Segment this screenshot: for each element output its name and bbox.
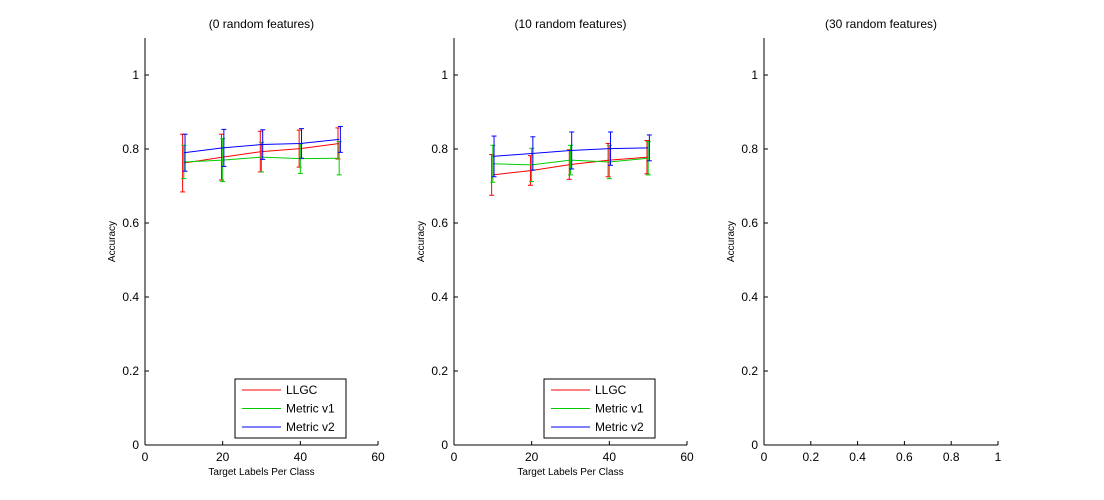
legend-label: Metric v1 [286,402,335,416]
legend-label: LLGC [286,383,318,397]
y-tick-label: 0.4 [122,290,139,304]
y-tick-label: 0.2 [122,364,139,378]
legend-label: Metric v2 [286,420,335,434]
y-tick-label: 0.6 [122,216,139,230]
y-tick-label: 0 [751,438,758,452]
x-tick-label: 0 [142,450,149,464]
x-tick-label: 0.8 [943,450,960,464]
y-tick-label: 1 [751,68,758,82]
series-metric-v2 [182,125,343,172]
x-tick-label: 0 [761,450,768,464]
legend: LLGC Metric v1 Metric v2 [543,378,656,439]
legend-label: LLGC [595,383,627,397]
legend-label: Metric v1 [595,402,644,416]
y-tick-label: 1 [132,68,139,82]
chart-panel-1: 0 0.2 0.4 0.6 0.8 1 0 20 40 60 (0 random features)… [107,17,385,478]
y-tick-label: 0.8 [431,142,448,156]
y-tick-label: 0.8 [122,142,139,156]
legend: LLGC Metric v1 Metric v2 [234,378,347,439]
y-tick-label: 0.2 [431,364,448,378]
x-axis-label: Target Labels Per Class [208,467,314,478]
y-axis-label: Accuracy [107,221,118,262]
x-tick-label: 60 [680,450,694,464]
chart-title: (30 random features) [825,17,937,31]
series-llgc [180,127,341,193]
x-tick-label: 0.2 [802,450,819,464]
y-tick-label: 0.6 [741,216,758,230]
x-tick-label: 40 [294,450,308,464]
y-tick-label: 0 [132,438,139,452]
y-tick-label: 0.8 [741,142,758,156]
y-tick-label: 0.2 [741,364,758,378]
x-axis-label: Target Labels Per Class [517,467,623,478]
y-axis-label: Accuracy [416,221,427,262]
y-tick-label: 0.4 [741,290,758,304]
series-metric-v1 [181,138,342,183]
x-tick-label: 40 [603,450,617,464]
x-tick-label: 60 [371,450,385,464]
x-tick-label: 0.4 [849,450,866,464]
y-tick-label: 0.6 [431,216,448,230]
series-metric-v2 [491,131,652,178]
y-axis-label: Accuracy [726,221,737,262]
y-tick-label: 0 [441,438,448,452]
x-tick-label: 0.6 [896,450,913,464]
chart-panel-2: 0 0.2 0.4 0.6 0.8 1 0 20 40 60 (10 random features… [416,17,694,478]
x-tick-label: 0 [451,450,458,464]
chart-title: (10 random features) [514,17,626,31]
chart-title: (0 random features) [209,17,314,31]
x-tick-label: 20 [525,450,539,464]
legend-label: Metric v2 [595,420,644,434]
y-tick-label: 0.4 [431,290,448,304]
x-tick-label: 20 [216,450,230,464]
series-metric-v1 [490,141,651,183]
chart-panel-3: 0 0.2 0.4 0.6 0.8 1 0 0.2 0.4 0.6 0.8 1 (30 random f… [726,17,1002,464]
x-tick-label: 1 [995,450,1002,464]
y-tick-label: 1 [441,68,448,82]
